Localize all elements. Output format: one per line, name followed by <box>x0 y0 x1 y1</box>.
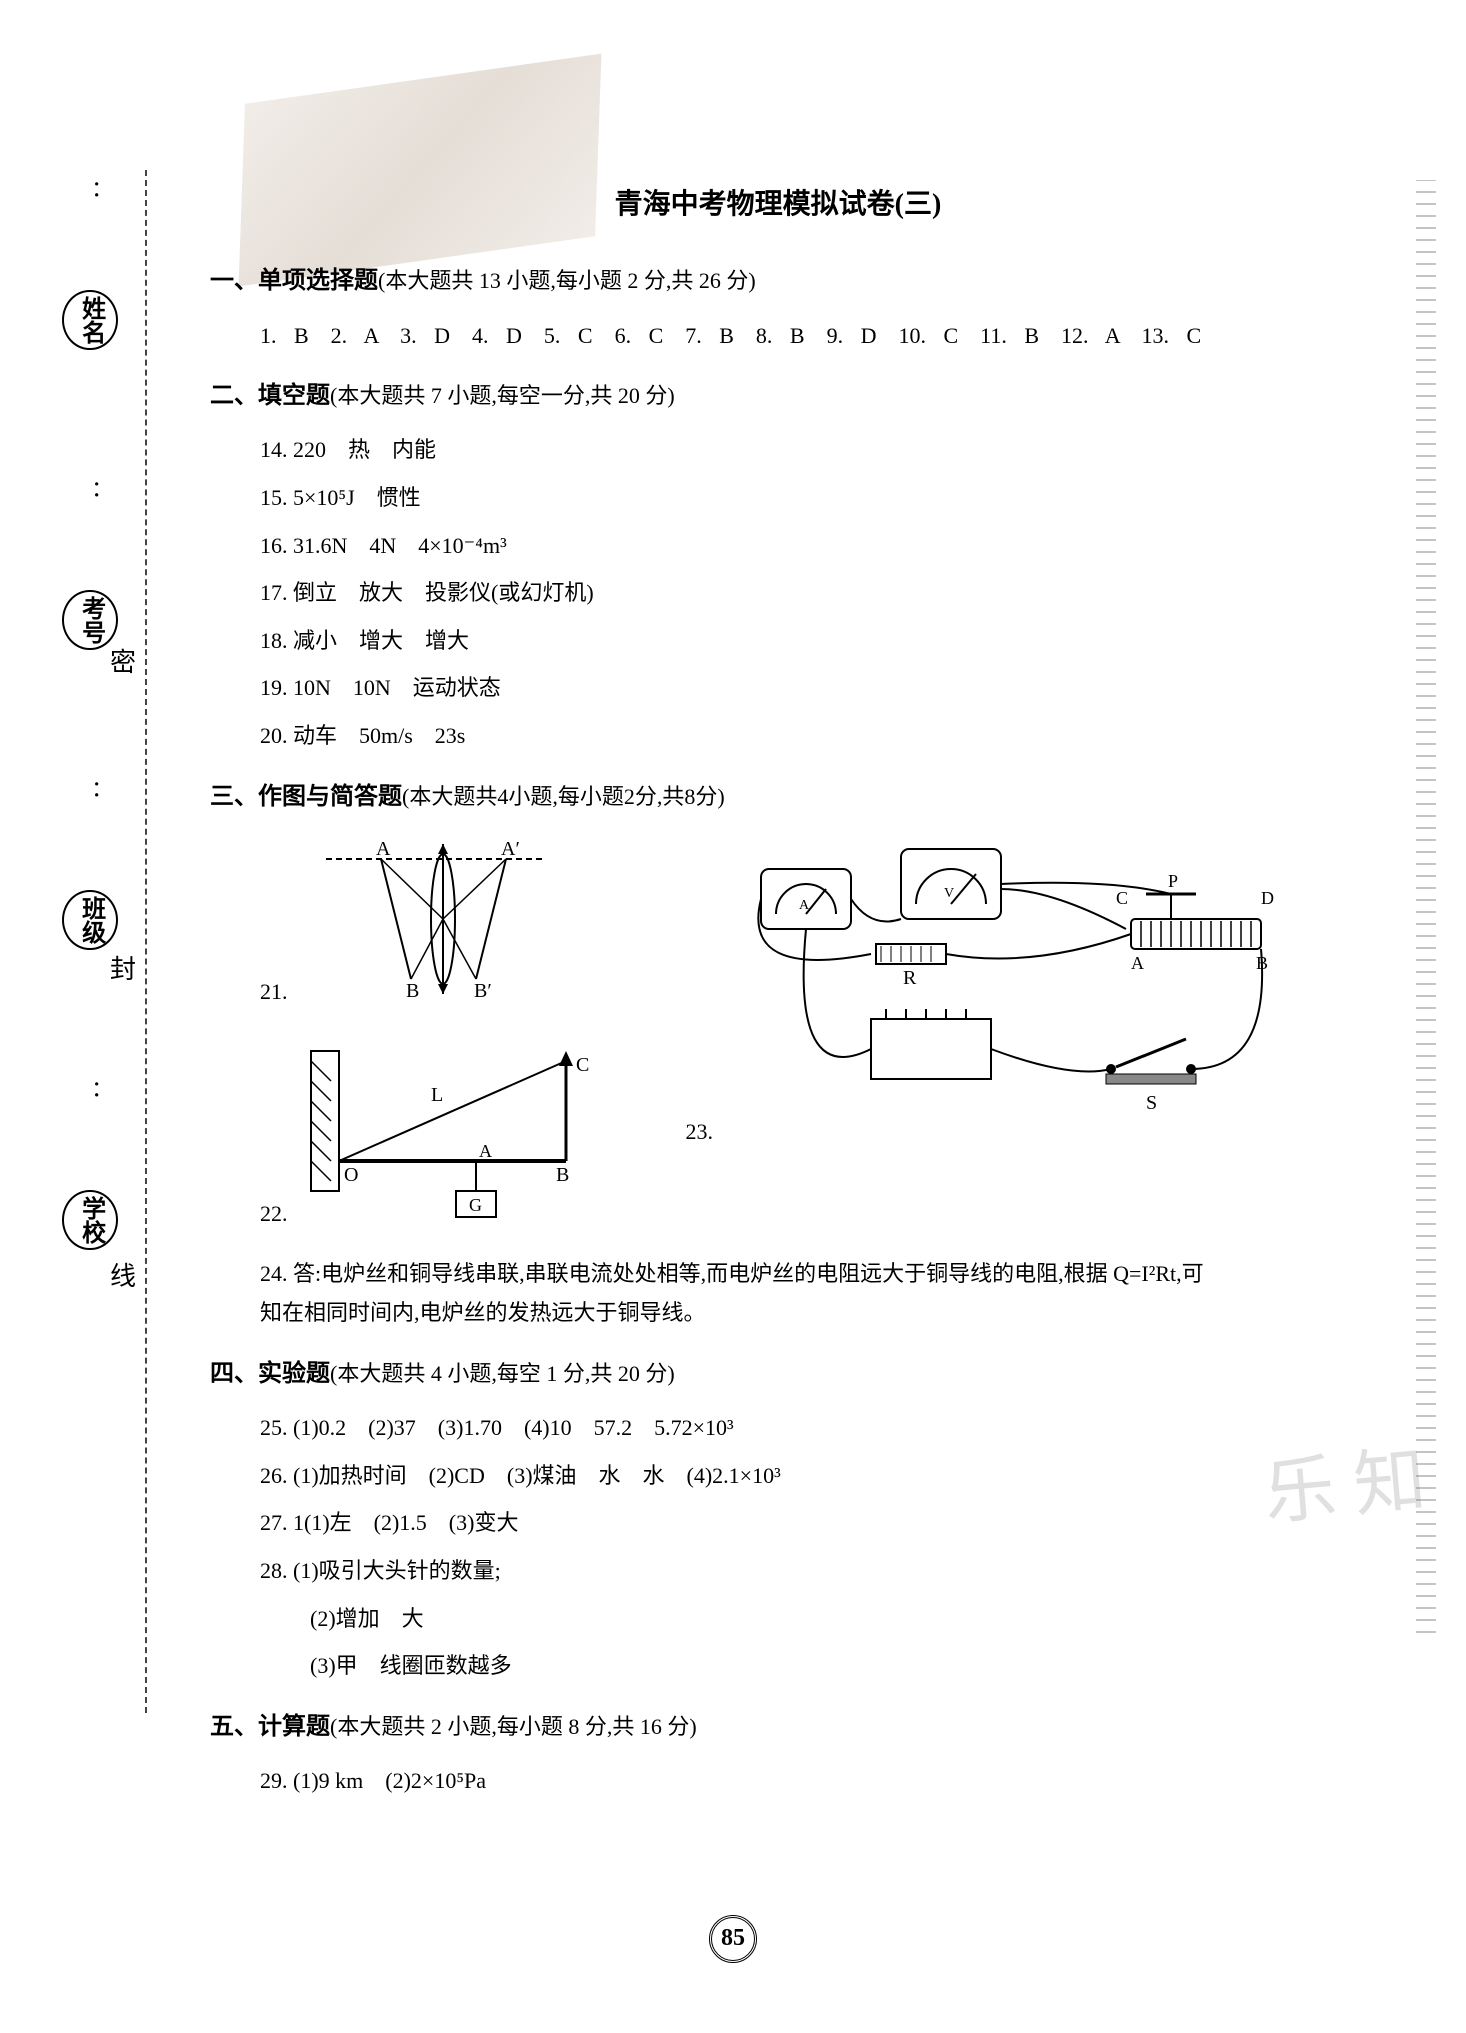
svg-text:O: O <box>344 1164 358 1186</box>
section-4-heading: 四、实验题(本大题共 4 小题,每空 1 分,共 20 分) <box>210 1353 1346 1396</box>
seal-labels: 密 封 线 <box>110 640 136 1300</box>
q21-num: 21. <box>260 972 300 1012</box>
svg-text:A′: A′ <box>501 839 520 860</box>
mc-answers: 1. B 2. A 3. D 4. D 5. C 6. C 7. B 8. B … <box>210 316 1346 356</box>
q22-num: 22. <box>260 1194 300 1234</box>
circuit-diagram-icon: A V R <box>731 839 1291 1139</box>
fill-18: 18. 减小 增大 增大 <box>210 621 1346 661</box>
exp-28-3: (3)甲 线圈匝数越多 <box>210 1646 1346 1686</box>
q23-num: 23. <box>686 1112 726 1152</box>
section-4-sub: (本大题共 4 小题,每空 1 分,共 20 分) <box>330 1361 675 1386</box>
sidebar-dots-3: ： <box>70 780 110 810</box>
sidebar-dots-1: ： <box>70 180 110 210</box>
fill-15: 15. 5×10⁵J 惯性 <box>210 478 1346 518</box>
sidebar-dots-2: ： <box>70 480 110 510</box>
sidebar-dots-4: ： <box>70 1080 110 1110</box>
diagram-22: 22. O B C <box>260 1041 606 1234</box>
q24-line1: 24. 答:电炉丝和铜导线串联,串联电流处处相等,而电炉丝的电阻远大于铜导线的电… <box>260 1254 1346 1294</box>
fill-20: 20. 动车 50m/s 23s <box>210 716 1346 756</box>
fill-17: 17. 倒立 放大 投影仪(或幻灯机) <box>210 573 1346 613</box>
section-3-sub: (本大题共4小题,每小题2分,共8分) <box>402 784 725 809</box>
svg-text:R: R <box>903 967 917 989</box>
section-5-heading: 五、计算题(本大题共 2 小题,每小题 8 分,共 16 分) <box>210 1706 1346 1749</box>
seal-label-feng: 封 <box>110 947 136 994</box>
fill-19: 19. 10N 10N 运动状态 <box>210 668 1346 708</box>
binding-edge <box>1416 180 1436 1633</box>
svg-text:A: A <box>479 1141 492 1161</box>
sidebar-label-name: 姓名 <box>62 290 117 350</box>
svg-text:C: C <box>576 1054 589 1076</box>
section-5-sub: (本大题共 2 小题,每小题 8 分,共 16 分) <box>330 1714 697 1739</box>
fill-14: 14. 220 热 内能 <box>210 430 1346 470</box>
svg-text:B: B <box>406 980 419 999</box>
svg-text:S: S <box>1146 1092 1157 1114</box>
section-4-title: 四、实验题 <box>210 1361 330 1387</box>
svg-text:V: V <box>944 886 954 901</box>
lever-diagram-icon: O B C L A G <box>306 1041 606 1221</box>
svg-text:A: A <box>799 898 810 913</box>
page-title: 青海中考物理模拟试卷(三) <box>210 180 1346 230</box>
page-number: 85 <box>709 1915 757 1963</box>
svg-text:C: C <box>1116 888 1128 908</box>
section-1-sub: (本大题共 13 小题,每小题 2 分,共 26 分) <box>378 268 756 293</box>
fill-16: 16. 31.6N 4N 4×10⁻⁴m³ <box>210 526 1346 566</box>
section-1-heading: 一、单项选择题(本大题共 13 小题,每小题 2 分,共 26 分) <box>210 260 1346 303</box>
svg-text:A: A <box>376 839 391 860</box>
section-5-title: 五、计算题 <box>210 1714 330 1740</box>
section-3-title: 三、作图与简答题 <box>210 784 402 810</box>
section-2-sub: (本大题共 7 小题,每空一分,共 20 分) <box>330 383 675 408</box>
exp-25: 25. (1)0.2 (2)37 (3)1.70 (4)10 57.2 5.72… <box>210 1408 1346 1448</box>
exp-26: 26. (1)加热时间 (2)CD (3)煤油 水 水 (4)2.1×10³ <box>210 1456 1346 1496</box>
section-2-title: 二、填空题 <box>210 383 330 409</box>
exp-27: 27. 1(1)左 (2)1.5 (3)变大 <box>210 1503 1346 1543</box>
seal-label-mi: 密 <box>110 640 136 687</box>
section-1-title: 一、单项选择题 <box>210 268 378 294</box>
seal-label-xian: 线 <box>110 1254 136 1301</box>
section-2-heading: 二、填空题(本大题共 7 小题,每空一分,共 20 分) <box>210 375 1346 418</box>
svg-text:B′: B′ <box>474 980 492 999</box>
svg-text:L: L <box>431 1084 443 1106</box>
q24-answer: 24. 答:电炉丝和铜导线串联,串联电流处处相等,而电炉丝的电阻远大于铜导线的电… <box>210 1254 1346 1333</box>
exp-28-2: (2)增加 大 <box>210 1599 1346 1639</box>
section-3-heading: 三、作图与简答题(本大题共4小题,每小题2分,共8分) <box>210 776 1346 819</box>
diagram-21: 21. A A′ B <box>260 839 606 1012</box>
svg-text:P: P <box>1168 871 1178 891</box>
calc-29: 29. (1)9 km (2)2×10⁵Pa <box>210 1761 1346 1801</box>
lens-diagram-icon: A A′ B B′ <box>306 839 566 999</box>
seal-cutline <box>145 170 147 1713</box>
svg-text:G: G <box>469 1195 482 1215</box>
svg-text:A: A <box>1131 953 1144 973</box>
exp-28-1: 28. (1)吸引大头针的数量; <box>210 1551 1346 1591</box>
svg-text:D: D <box>1261 888 1274 908</box>
q24-line2: 知在相同时间内,电炉丝的发热远大于铜导线。 <box>260 1293 1346 1333</box>
diagram-23: 23. A V R <box>686 839 1292 1152</box>
svg-text:B: B <box>556 1164 569 1186</box>
